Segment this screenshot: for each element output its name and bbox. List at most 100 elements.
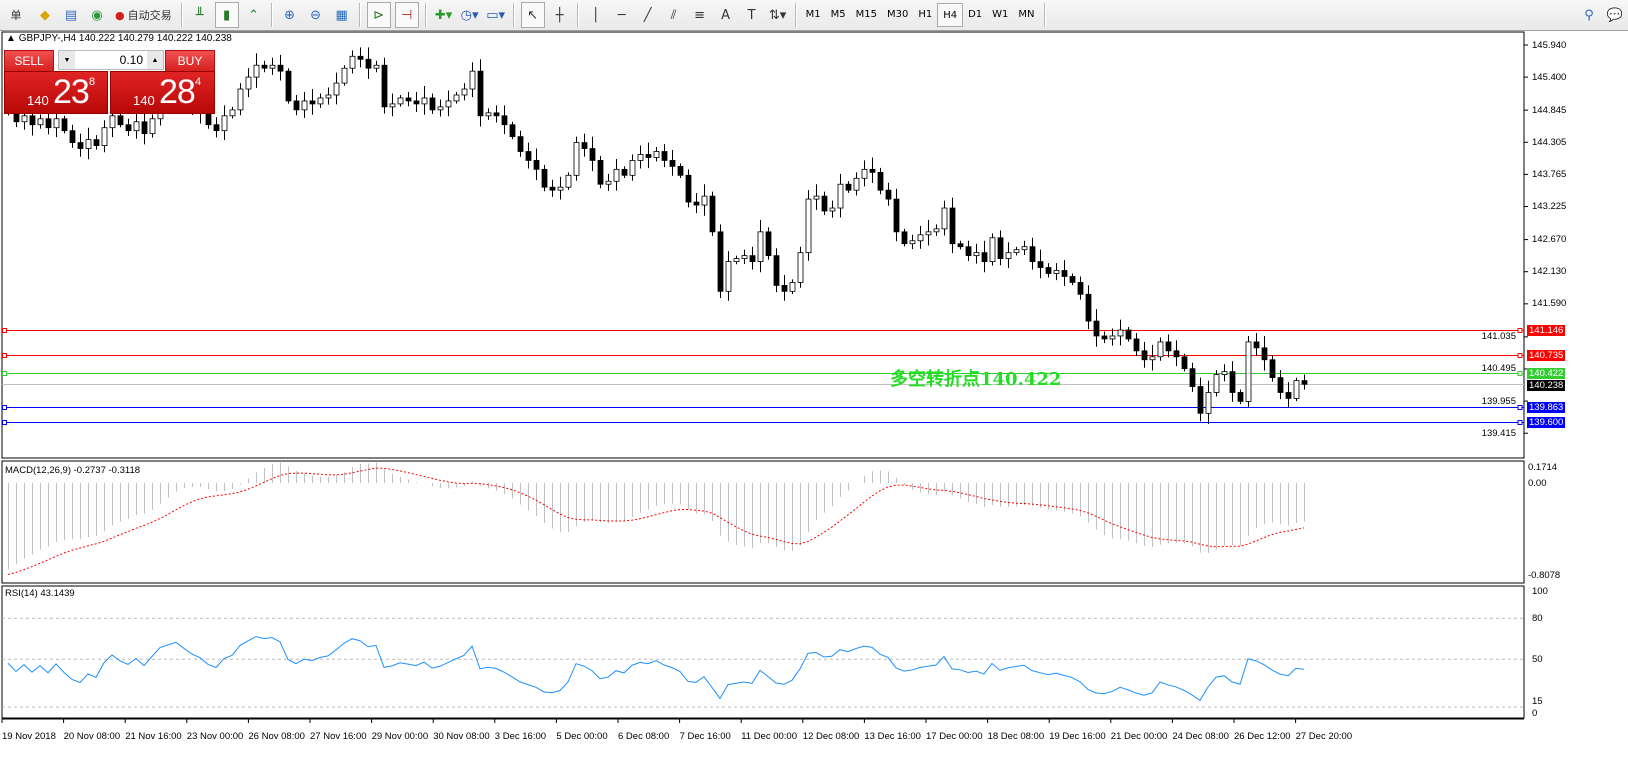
bear-candle[interactable] <box>965 246 972 257</box>
bear-candle[interactable] <box>277 64 284 72</box>
bear-candle[interactable] <box>1125 329 1132 340</box>
bear-candle[interactable] <box>541 168 548 188</box>
bear-candle[interactable] <box>533 160 540 170</box>
bear-candle[interactable] <box>1085 293 1092 322</box>
bear-candle[interactable] <box>501 115 508 126</box>
autotrade-button[interactable]: ● 自动交易 <box>115 8 172 23</box>
increase-lot-icon[interactable]: ▲ <box>147 51 163 69</box>
decrease-lot-icon[interactable]: ▼ <box>59 51 75 69</box>
bull-candle[interactable] <box>221 115 228 132</box>
signal-icon[interactable]: ◉ <box>91 7 103 23</box>
line-handle[interactable] <box>1517 353 1523 358</box>
bear-candle[interactable] <box>957 243 964 248</box>
bull-candle[interactable] <box>557 186 564 191</box>
bull-candle[interactable] <box>805 198 812 254</box>
bull-candle[interactable] <box>253 64 260 78</box>
bull-candle[interactable] <box>1149 356 1156 361</box>
bull-candle[interactable] <box>725 261 732 292</box>
bear-candle[interactable] <box>45 118 52 129</box>
bear-candle[interactable] <box>493 112 500 117</box>
bear-candle[interactable] <box>1101 335 1108 340</box>
bear-candle[interactable] <box>125 124 132 132</box>
bear-candle[interactable] <box>141 121 148 135</box>
bull-candle[interactable] <box>701 195 708 206</box>
candlestick-icon[interactable]: ▮ <box>214 2 239 28</box>
buy-price[interactable]: 140 28 4 <box>110 71 215 114</box>
bear-candle[interactable] <box>1253 341 1260 349</box>
line-handle[interactable] <box>1517 328 1523 333</box>
bear-candle[interactable] <box>405 97 412 102</box>
bull-candle[interactable] <box>373 64 380 69</box>
bear-candle[interactable] <box>93 139 100 146</box>
bull-candle[interactable] <box>1117 329 1124 337</box>
bar-chart-icon[interactable]: ╨ <box>195 7 204 23</box>
bull-candle[interactable] <box>485 112 492 117</box>
bear-candle[interactable] <box>877 171 884 191</box>
line-handle[interactable] <box>2 405 7 410</box>
bear-candle[interactable] <box>1277 377 1284 393</box>
bull-candle[interactable] <box>741 255 748 260</box>
timeframe-m1[interactable]: M1 <box>805 8 821 20</box>
horizontal-line-icon[interactable]: ─ <box>617 7 626 23</box>
bear-candle[interactable] <box>1269 359 1276 379</box>
bear-candle[interactable] <box>1285 392 1292 399</box>
bear-candle[interactable] <box>1061 270 1068 277</box>
bear-candle[interactable] <box>61 118 68 132</box>
line-handle[interactable] <box>2 353 7 358</box>
search-icon[interactable]: ⚲ <box>1584 7 1594 23</box>
bear-candle[interactable] <box>621 168 628 176</box>
line-handle[interactable] <box>2 371 7 376</box>
bear-candle[interactable] <box>413 100 420 105</box>
timeframe-w1[interactable]: W1 <box>992 8 1009 20</box>
bear-candle[interactable] <box>1181 356 1188 370</box>
arrows-icon[interactable]: ⇅▾ <box>768 7 787 23</box>
collapse-triangle-icon[interactable]: ▲ <box>6 33 16 44</box>
bear-candle[interactable] <box>749 255 756 262</box>
bear-candle[interactable] <box>1165 341 1172 352</box>
bull-candle[interactable] <box>109 115 116 129</box>
tile-windows-icon[interactable]: ▦ <box>335 7 348 23</box>
bull-candle[interactable] <box>445 100 452 108</box>
bear-candle[interactable] <box>597 160 604 185</box>
bull-candle[interactable] <box>245 76 252 90</box>
bear-candle[interactable] <box>1197 386 1204 414</box>
sell-button[interactable]: SELL <box>4 50 54 72</box>
bull-candle[interactable] <box>229 109 236 117</box>
chart-shift-icon[interactable]: ⊣ <box>394 2 419 28</box>
timeframe-h4[interactable]: H4 <box>937 3 964 27</box>
text-label-icon[interactable]: T <box>747 7 756 23</box>
bear-candle[interactable] <box>357 55 364 60</box>
trendline-icon[interactable]: ╱ <box>643 7 652 23</box>
bull-candle[interactable] <box>101 127 108 146</box>
bear-candle[interactable] <box>901 231 908 245</box>
line-handle[interactable] <box>1517 371 1523 376</box>
line-handle[interactable] <box>1517 420 1523 425</box>
lot-size-stepper[interactable]: ▼ 0.10 ▲ <box>58 50 164 70</box>
bull-candle[interactable] <box>853 177 860 191</box>
bear-candle[interactable] <box>661 151 668 161</box>
bear-candle[interactable] <box>669 160 676 167</box>
bear-candle[interactable] <box>893 198 900 233</box>
bull-candle[interactable] <box>909 240 916 245</box>
bull-candle[interactable] <box>757 231 764 262</box>
periods-clock-icon[interactable]: ◷▾ <box>460 7 479 23</box>
crosshair-icon[interactable]: ┼ <box>555 7 564 23</box>
bear-candle[interactable] <box>293 100 300 111</box>
bull-candle[interactable] <box>565 174 572 188</box>
bull-candle[interactable] <box>389 103 396 108</box>
bull-candle[interactable] <box>469 70 476 90</box>
bull-candle[interactable] <box>1205 392 1212 414</box>
sell-price[interactable]: 140 23 8 <box>4 71 108 114</box>
bull-candle[interactable] <box>733 258 740 262</box>
bull-candle[interactable] <box>925 231 932 236</box>
bull-candle[interactable] <box>653 151 660 158</box>
bull-candle[interactable] <box>917 234 924 242</box>
bear-candle[interactable] <box>717 231 724 292</box>
bull-candle[interactable] <box>629 160 636 176</box>
bear-candle[interactable] <box>1045 267 1052 274</box>
bear-candle[interactable] <box>509 124 516 138</box>
bull-candle[interactable] <box>613 168 620 182</box>
bull-candle[interactable] <box>437 106 444 111</box>
bull-candle[interactable] <box>1245 341 1252 402</box>
bull-candle[interactable] <box>453 94 460 102</box>
